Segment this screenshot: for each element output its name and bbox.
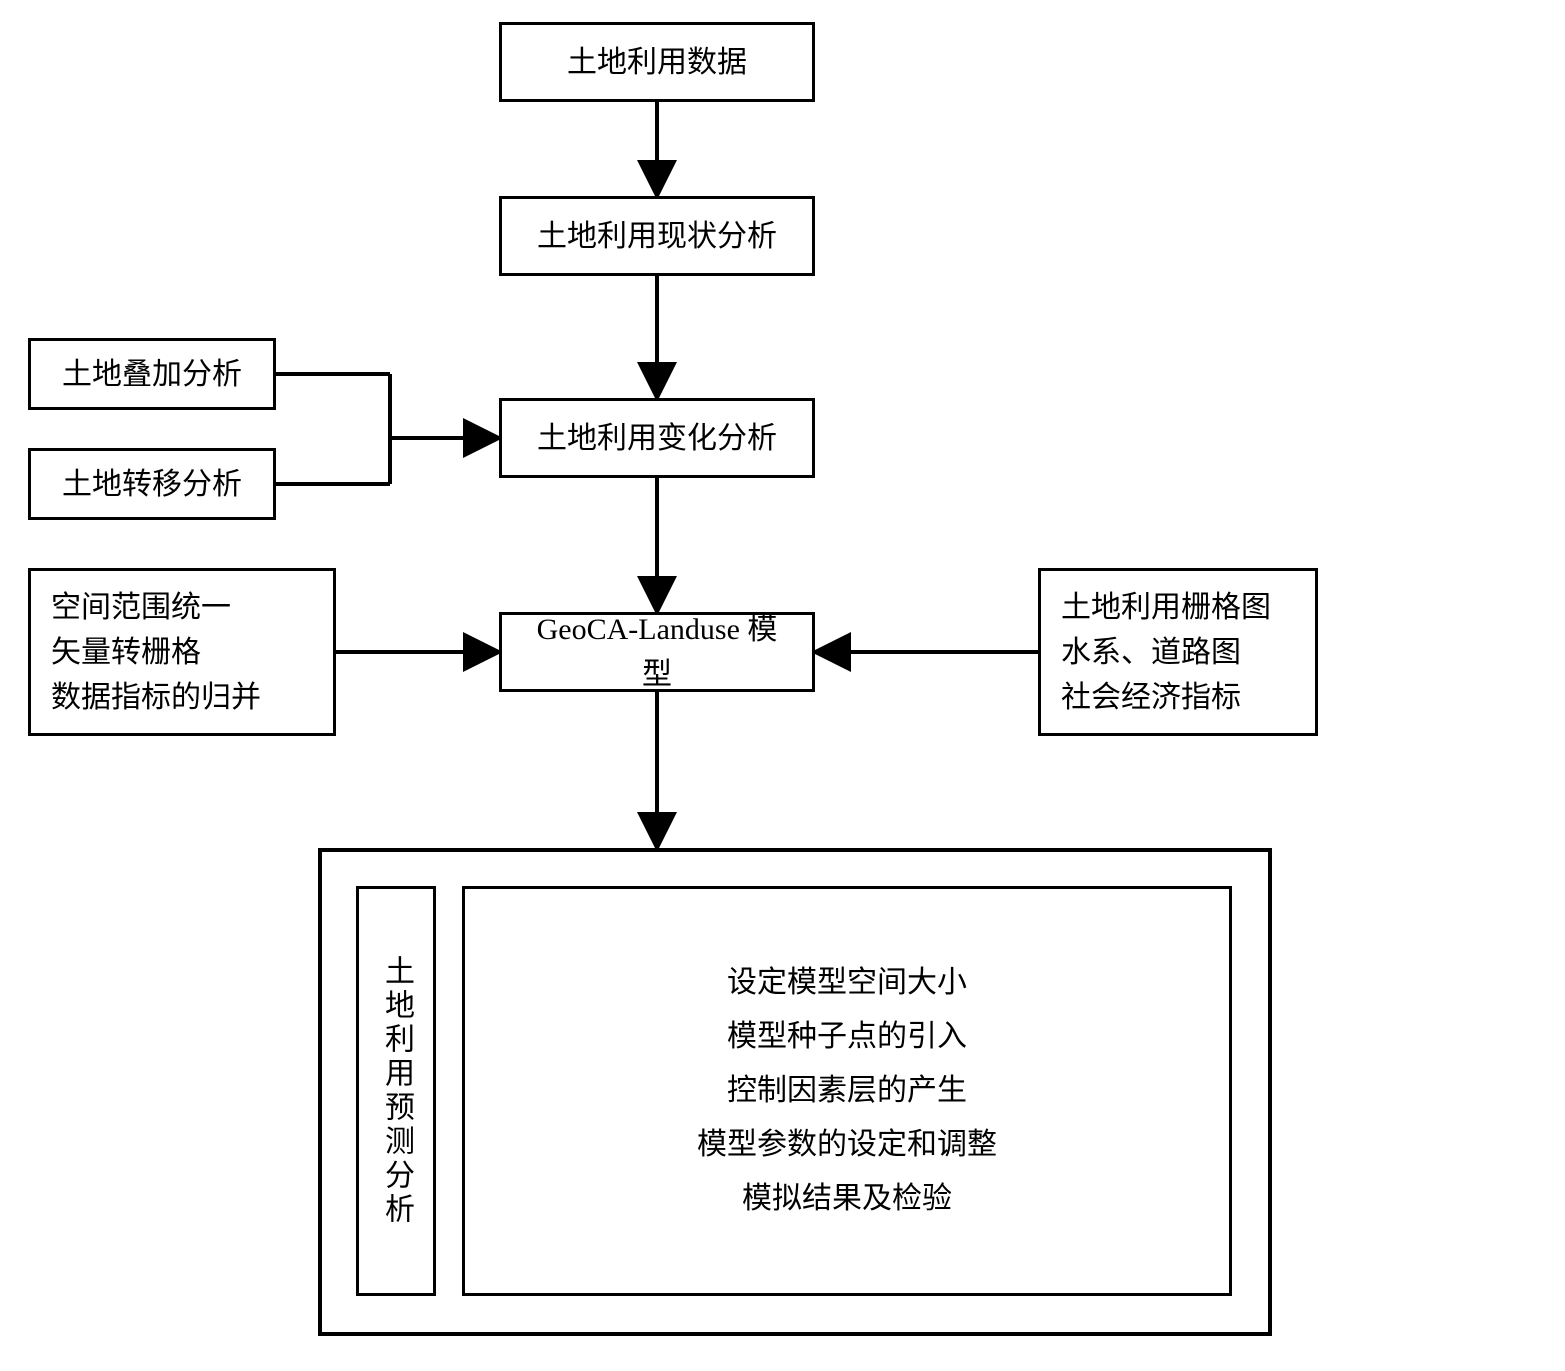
node-n6: 空间范围统一 矢量转栅格 数据指标的归并 [28,568,336,736]
prediction-step-0: 设定模型空间大小 [727,956,967,1010]
node-n3: 土地叠加分析 [28,338,276,410]
prediction-title-box: 土地利用预测分析 [356,886,436,1296]
node-n1: 土地利用数据 [499,22,815,102]
node-n2: 土地利用现状分析 [499,196,815,276]
node-n7: GeoCA-Landuse 模型 [499,612,815,692]
prediction-steps-box: 设定模型空间大小模型种子点的引入控制因素层的产生模型参数的设定和调整模拟结果及检… [462,886,1232,1296]
prediction-step-2: 控制因素层的产生 [727,1064,967,1118]
prediction-title-text: 土地利用预测分析 [374,955,418,1227]
node-n5: 土地利用变化分析 [499,398,815,478]
prediction-step-3: 模型参数的设定和调整 [697,1118,997,1172]
prediction-step-4: 模拟结果及检验 [742,1172,952,1226]
node-n4: 土地转移分析 [28,448,276,520]
prediction-step-1: 模型种子点的引入 [727,1010,967,1064]
node-n8: 土地利用栅格图 水系、道路图 社会经济指标 [1038,568,1318,736]
